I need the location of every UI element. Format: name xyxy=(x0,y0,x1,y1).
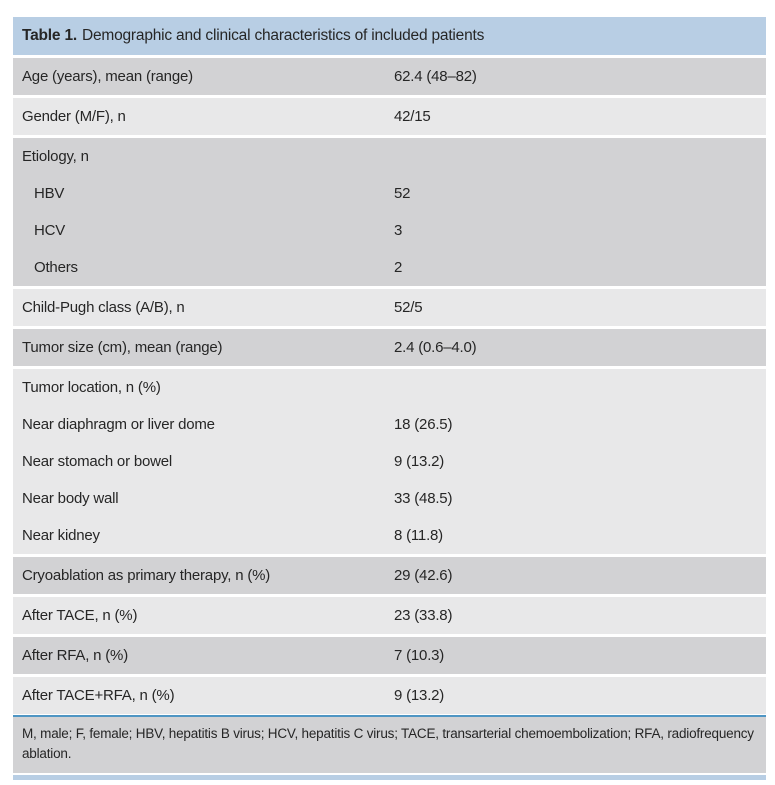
row-value: 42/15 xyxy=(394,108,431,125)
table-bottom-bar xyxy=(13,774,766,780)
row-label: HCV xyxy=(34,222,66,239)
row-value: 23 (33.8) xyxy=(394,607,453,624)
table-row: After TACE+RFA, n (%) 9 (13.2) xyxy=(13,677,766,714)
table-row-block: After TACE, n (%) 23 (33.8) xyxy=(13,597,766,634)
row-label: After TACE, n (%) xyxy=(22,607,138,624)
row-label: Near body wall xyxy=(22,490,119,507)
row-value: 52 xyxy=(394,185,411,202)
row-value: 9 (13.2) xyxy=(394,453,445,470)
table-row-block: Age (years), mean (range) 62.4 (48–82) xyxy=(13,58,766,95)
row-value: 7 (10.3) xyxy=(394,647,445,664)
table-row: Others 2 xyxy=(13,249,766,286)
row-value: 2 xyxy=(394,259,403,276)
table-row-block: Gender (M/F), n 42/15 xyxy=(13,98,766,135)
row-label: Near diaphragm or liver dome xyxy=(22,416,215,433)
table-row: Near body wall 33 (48.5) xyxy=(13,480,766,517)
row-value: 52/5 xyxy=(394,299,423,316)
row-label: Gender (M/F), n xyxy=(22,108,126,125)
table-caption-text: Demographic and clinical characteristics… xyxy=(81,27,485,44)
row-value: 33 (48.5) xyxy=(394,490,453,507)
row-label: Etiology, n xyxy=(22,148,89,165)
table-row: After TACE, n (%) 23 (33.8) xyxy=(13,597,766,634)
row-value: 9 (13.2) xyxy=(394,687,445,704)
row-label: After RFA, n (%) xyxy=(22,647,128,664)
row-label: After TACE+RFA, n (%) xyxy=(22,687,175,704)
table-row: Near kidney 8 (11.8) xyxy=(13,517,766,554)
table-row-block: After RFA, n (%) 7 (10.3) xyxy=(13,637,766,674)
table-row-block: Etiology, n HBV 52 HCV 3 Others 2 xyxy=(13,138,766,286)
row-label: Near stomach or bowel xyxy=(22,453,173,470)
row-label: Tumor location, n (%) xyxy=(22,379,161,396)
table-body: Age (years), mean (range) 62.4 (48–82) Gen… xyxy=(13,58,766,714)
table-row: Etiology, n xyxy=(13,138,766,175)
table-footnote: M, male; F, female; HBV, hepatitis B vir… xyxy=(13,717,766,773)
row-value: 18 (26.5) xyxy=(394,416,453,433)
table-row: Near diaphragm or liver dome 18 (26.5) xyxy=(13,406,766,443)
row-value: 2.4 (0.6–4.0) xyxy=(394,339,477,356)
row-value: 8 (11.8) xyxy=(394,527,443,544)
table-row: Gender (M/F), n 42/15 xyxy=(13,98,766,135)
table-row: Tumor location, n (%) xyxy=(13,369,766,406)
row-label: Near kidney xyxy=(22,527,100,544)
table-row-block: Tumor size (cm), mean (range) 2.4 (0.6–4.… xyxy=(13,329,766,366)
table-row: Tumor size (cm), mean (range) 2.4 (0.6–4.… xyxy=(13,329,766,366)
table-row: Near stomach or bowel 9 (13.2) xyxy=(13,443,766,480)
row-label: Others xyxy=(34,259,78,276)
table-caption-number: Table 1. xyxy=(22,27,77,44)
row-label: Cryoablation as primary therapy, n (%) xyxy=(22,567,271,584)
table-row-block: Child-Pugh class (A/B), n 52/5 xyxy=(13,289,766,326)
row-label: Tumor size (cm), mean (range) xyxy=(22,339,223,356)
table-1: Table 1. Demographic and clinical charac… xyxy=(13,17,766,780)
table-row-block: After TACE+RFA, n (%) 9 (13.2) xyxy=(13,677,766,714)
row-value: 3 xyxy=(394,222,403,239)
table-row: Age (years), mean (range) 62.4 (48–82) xyxy=(13,58,766,95)
table-row: HBV 52 xyxy=(13,175,766,212)
table-row: After RFA, n (%) 7 (10.3) xyxy=(13,637,766,674)
row-value: 29 (42.6) xyxy=(394,567,453,584)
row-value: 62.4 (48–82) xyxy=(394,68,477,85)
table-row: Cryoablation as primary therapy, n (%) 29… xyxy=(13,557,766,594)
table-row-block: Cryoablation as primary therapy, n (%) 29… xyxy=(13,557,766,594)
table-row-block: Tumor location, n (%) Near diaphragm or l… xyxy=(13,369,766,554)
row-label: Child-Pugh class (A/B), n xyxy=(22,299,185,316)
table-caption: Table 1. Demographic and clinical charac… xyxy=(13,17,766,55)
row-label: Age (years), mean (range) xyxy=(22,68,193,85)
footnote-top-rule xyxy=(13,715,766,717)
table-row: HCV 3 xyxy=(13,212,766,249)
row-label: HBV xyxy=(34,185,65,202)
table-row: Child-Pugh class (A/B), n 52/5 xyxy=(13,289,766,326)
